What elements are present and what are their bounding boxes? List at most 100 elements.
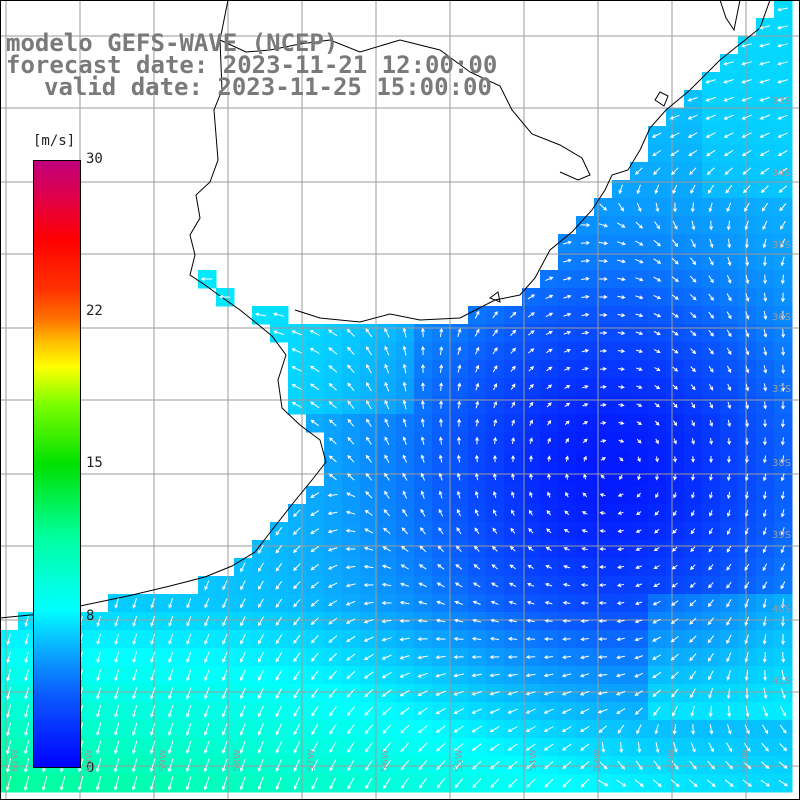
wind-arrow — [311, 688, 319, 699]
wind-arrow — [599, 547, 606, 551]
wind-arrow — [655, 474, 659, 481]
wind-arrow — [132, 705, 138, 718]
lat-label: 34S — [772, 168, 792, 179]
wind-arrow — [508, 618, 517, 623]
wind-arrow — [527, 312, 535, 318]
wind-arrow — [581, 276, 590, 281]
wind-arrow — [257, 687, 264, 700]
wind-arrow — [598, 761, 608, 770]
colorbar-tick: 22 — [86, 303, 103, 319]
wind-arrow — [778, 761, 788, 769]
wind-arrow — [275, 652, 283, 663]
wind-arrow — [347, 473, 355, 481]
wind-arrow — [364, 742, 373, 753]
wind-arrow — [96, 722, 102, 737]
wind-arrow — [221, 740, 228, 754]
wind-arrow — [471, 636, 482, 641]
wind-arrow — [382, 527, 391, 534]
wind-arrow — [723, 61, 735, 66]
wind-arrow — [617, 547, 624, 551]
wind-arrow — [688, 149, 698, 157]
wind-arrow — [543, 655, 554, 660]
wind-arrow — [204, 651, 210, 664]
wind-arrow — [382, 546, 391, 552]
wind-arrow — [381, 671, 392, 679]
wind-arrow — [561, 743, 572, 751]
wind-arrow — [581, 565, 588, 569]
wind-arrow — [474, 509, 479, 517]
wind-arrow — [257, 705, 264, 718]
wind-arrow — [599, 331, 608, 335]
wind-arrow — [545, 546, 552, 552]
wind-arrow — [114, 704, 120, 718]
wind-arrow — [546, 384, 553, 390]
wind-arrow — [777, 96, 788, 102]
wind-arrow — [669, 132, 680, 138]
wind-arrow — [435, 655, 446, 660]
wind-arrow — [653, 313, 662, 318]
wind-arrow — [435, 707, 446, 715]
wind-arrow — [293, 563, 301, 572]
wind-arrow — [511, 419, 515, 426]
wind-arrow — [780, 220, 786, 230]
wind-arrow — [616, 241, 626, 246]
wind-arrow — [402, 508, 408, 517]
wind-arrow — [381, 582, 392, 587]
wind-arrow — [454, 618, 464, 623]
wind-arrow — [275, 616, 283, 626]
wind-arrow — [420, 382, 425, 391]
wind-arrow — [777, 61, 789, 66]
wind-arrow — [617, 511, 624, 515]
wind-arrow — [723, 132, 734, 138]
wind-arrow — [438, 472, 443, 481]
wind-arrow — [435, 725, 446, 733]
wind-arrow — [239, 776, 246, 791]
wind-arrow — [222, 687, 228, 700]
wind-arrow — [291, 384, 302, 390]
wind-arrow — [363, 619, 374, 624]
wind-arrow — [457, 364, 462, 373]
wind-arrow — [689, 275, 697, 283]
wind-arrow — [616, 583, 625, 588]
wind-arrow — [240, 669, 246, 682]
wind-arrow — [132, 669, 138, 682]
wind-arrow — [490, 600, 499, 605]
wind-arrow — [762, 652, 767, 663]
wind-arrow — [673, 474, 677, 481]
wind-arrow — [547, 473, 551, 480]
wind-arrow — [114, 687, 120, 700]
wind-arrow — [363, 601, 374, 606]
wind-arrow — [672, 528, 678, 534]
wind-arrow — [293, 776, 300, 790]
wind-arrow — [258, 598, 264, 609]
wind-arrow — [150, 651, 156, 664]
wind-arrow — [275, 687, 283, 699]
wind-arrow — [328, 670, 337, 680]
wind-arrow — [41, 776, 48, 791]
wind-arrow — [726, 347, 732, 356]
wind-arrow — [673, 492, 677, 499]
wind-arrow — [257, 741, 264, 754]
wind-arrow — [582, 492, 588, 498]
wind-arrow — [311, 670, 319, 681]
wind-arrow — [547, 491, 551, 498]
wind-arrow — [489, 655, 500, 660]
wind-arrow — [726, 545, 732, 553]
wind-arrow — [525, 673, 536, 678]
wind-arrow — [636, 421, 643, 425]
wind-arrow — [580, 637, 589, 642]
wind-arrow — [203, 723, 210, 736]
wind-arrow — [691, 420, 695, 427]
wind-arrow — [617, 529, 624, 533]
wind-arrow — [490, 582, 499, 588]
wind-arrow — [310, 510, 320, 516]
wind-arrow — [689, 599, 697, 607]
wind-arrow — [275, 526, 283, 536]
wind-arrow — [327, 493, 338, 498]
wind-arrow — [742, 167, 752, 175]
wind-arrow — [670, 618, 679, 625]
wind-arrow — [381, 600, 392, 605]
wind-arrow — [600, 421, 607, 425]
wind-arrow — [763, 347, 768, 356]
wind-arrow — [273, 330, 285, 335]
